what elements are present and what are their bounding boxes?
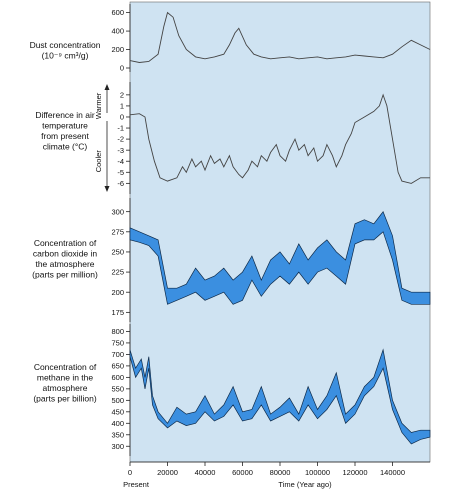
x-present-label: Present — [123, 480, 150, 489]
panel-label-line: Concentration of — [34, 362, 97, 372]
panel-label-line: (10⁻⁹ cm³/g) — [42, 51, 89, 61]
panel-4: 300 350 400 450 500 550 600 650 700 750 800 Concent… — [33, 324, 431, 456]
panel-label-line: carbon dioxide in — [33, 249, 98, 259]
y-tick-label: 350 — [111, 430, 124, 439]
series-line — [129, 93, 430, 184]
y-tick-label: -6 — [117, 179, 124, 188]
panel-label-line: (parts per million) — [32, 270, 98, 280]
x-tick-label: 60000 — [232, 468, 253, 477]
y-tick-label: 400 — [111, 27, 124, 36]
series-line — [129, 11, 431, 63]
panel-label: Concentration of carbon dioxide in the atm… — [32, 238, 98, 280]
y-tick-label: 600 — [111, 8, 124, 17]
warmer-arrow-head — [104, 84, 110, 90]
y-tick-label: 700 — [111, 350, 124, 359]
y-tick-label: 550 — [111, 384, 124, 393]
x-tick-label: 40000 — [195, 468, 216, 477]
y-tick-label: -1 — [117, 124, 124, 133]
y-tick-label: -2 — [117, 135, 124, 144]
y-tick-label: 450 — [111, 407, 124, 416]
y-tick-label: 300 — [111, 207, 124, 216]
panel-label-line: atmosphere — [43, 383, 88, 393]
y-tick-label: 650 — [111, 361, 124, 370]
y-tick-label: -5 — [117, 168, 124, 177]
panel-3: 175 200 225 250 275 300 Concentration of carbon… — [32, 198, 431, 322]
uncertainty-band — [129, 210, 431, 305]
y-tick-label: 225 — [111, 268, 124, 277]
panel-label: Difference in air temperature from present… — [35, 110, 95, 152]
panel-label-line: temperature — [42, 121, 88, 131]
y-tick-label: 2 — [120, 90, 124, 99]
y-tick-label: 800 — [111, 327, 124, 336]
y-tick-label: -3 — [117, 146, 124, 155]
x-tick-label: 20000 — [157, 468, 178, 477]
warmer-label: Warmer — [94, 92, 103, 119]
panel-label-line: from present — [41, 131, 89, 141]
y-tick-label: 500 — [111, 396, 124, 405]
y-tick-label: 600 — [111, 373, 124, 382]
y-tick-label: 0 — [120, 113, 124, 122]
panel-label-line: Dust concentration — [30, 40, 101, 50]
y-tick-label: 200 — [111, 45, 124, 54]
panel-1: 0 200 400 600 Dust concentration (10⁻⁹ cm³/g) — [30, 4, 431, 73]
y-tick-label: 275 — [111, 227, 124, 236]
panel-label-line: Concentration of — [34, 238, 97, 248]
panel-label: Concentration of methane in the atmosphere… — [33, 362, 96, 404]
panel-label-line: climate (°C) — [43, 142, 88, 152]
x-axis-title: Time (Year ago) — [278, 480, 332, 489]
panel-label-line: (parts per billion) — [33, 394, 96, 404]
y-tick-label: -4 — [117, 157, 124, 166]
panel-label-line: methane in the — [37, 373, 94, 383]
x-tick-label: 0 — [128, 468, 132, 477]
cooler-label: Cooler — [94, 150, 103, 173]
y-tick-label: 250 — [111, 248, 124, 257]
y-tick-label: 200 — [111, 288, 124, 297]
panel-2: 2 1 0 -1 -2 -3 -4 -5 -6 Difference in air temperat… — [35, 82, 430, 194]
x-tick-label: 80000 — [270, 468, 291, 477]
y-tick-label: 400 — [111, 419, 124, 428]
y-tick-label: 175 — [111, 308, 124, 317]
y-tick-label: 0 — [120, 64, 124, 73]
x-tick-label: 120000 — [342, 468, 367, 477]
uncertainty-band — [129, 348, 431, 445]
cooler-arrow-head — [104, 186, 110, 192]
y-tick-label: 300 — [111, 442, 124, 451]
chart-panels: 0 200 400 600 Dust concentration (10⁻⁹ cm³/g)… — [30, 4, 431, 456]
x-axis: 0 20000 40000 60000 80000 100000 120000 140000 P… — [123, 461, 430, 489]
x-tick-label: 100000 — [305, 468, 330, 477]
y-tick-label: 750 — [111, 339, 124, 348]
y-tick-label: 1 — [120, 102, 124, 111]
x-tick-label: 140000 — [380, 468, 405, 477]
panel-label: Dust concentration (10⁻⁹ cm³/g) — [30, 40, 101, 61]
panel-label-line: Difference in air — [35, 110, 95, 120]
panel-label-line: the atmosphere — [35, 259, 94, 269]
